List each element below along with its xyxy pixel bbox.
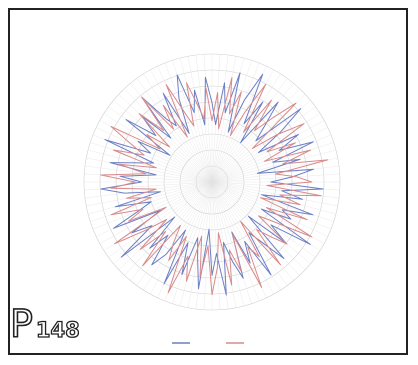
radar-spoke bbox=[179, 181, 213, 307]
radar-spoke bbox=[136, 181, 213, 286]
radar-spoke bbox=[211, 181, 337, 215]
radar-spoke bbox=[211, 100, 311, 183]
radar-spoke bbox=[179, 57, 213, 183]
radar-spoke bbox=[211, 62, 260, 183]
radar-spoke bbox=[211, 181, 338, 207]
radar-spoke bbox=[124, 88, 213, 183]
radar-spoke bbox=[86, 181, 213, 207]
radar-spoke bbox=[118, 94, 213, 183]
radar-spoke bbox=[150, 181, 213, 295]
radar-spoke bbox=[187, 181, 213, 308]
radar-spoke bbox=[211, 157, 338, 183]
radar-spoke bbox=[211, 181, 328, 237]
radar-spoke bbox=[92, 134, 213, 183]
radar-spoke bbox=[164, 62, 213, 183]
radar-spoke bbox=[211, 181, 252, 304]
radar-spoke bbox=[211, 181, 311, 264]
radar-spoke bbox=[211, 181, 221, 310]
radar-spoke bbox=[211, 181, 245, 307]
radar-spoke bbox=[211, 181, 321, 251]
radar-spokes bbox=[84, 54, 340, 310]
radar-spoke bbox=[211, 181, 306, 270]
radar-spoke bbox=[143, 73, 213, 183]
radar-spoke bbox=[211, 181, 267, 298]
radar-spoke bbox=[92, 181, 213, 230]
radar-spoke bbox=[124, 181, 213, 276]
radar-spoke bbox=[86, 157, 213, 183]
radar-spoke bbox=[211, 83, 294, 183]
radar-spoke bbox=[211, 181, 260, 302]
radar-spoke bbox=[136, 78, 213, 183]
radar-spoke bbox=[150, 69, 213, 183]
radar-spoke bbox=[211, 54, 229, 183]
radar-spoke bbox=[211, 173, 340, 183]
radar-spoke bbox=[187, 56, 213, 183]
radar-spoke bbox=[84, 165, 213, 183]
radar-spoke bbox=[211, 181, 316, 258]
series-line-a bbox=[100, 72, 324, 296]
radar-spoke bbox=[211, 66, 267, 183]
radar-spoke bbox=[211, 54, 221, 183]
radar-spoke bbox=[172, 181, 213, 304]
radar-spoke bbox=[211, 181, 332, 230]
radar-spoke bbox=[211, 127, 328, 183]
radar-spoke bbox=[164, 181, 213, 302]
radar-spoke bbox=[211, 78, 288, 183]
radar-spoke bbox=[87, 149, 213, 183]
radar-spoke bbox=[211, 88, 300, 183]
page-number: 148 bbox=[35, 317, 80, 342]
radar-spoke bbox=[172, 60, 213, 183]
radar-spoke bbox=[211, 106, 316, 183]
radar-spoke bbox=[113, 181, 213, 264]
radar-spoke bbox=[99, 120, 213, 183]
radar-spoke bbox=[211, 60, 252, 183]
radar-spoke bbox=[113, 100, 213, 183]
radar-spoke bbox=[211, 181, 300, 276]
radar-spoke bbox=[118, 181, 213, 270]
radar-spoke bbox=[211, 181, 274, 295]
radar-series bbox=[100, 72, 329, 296]
series-line-b bbox=[100, 77, 329, 296]
radar-spoke bbox=[96, 127, 213, 183]
radar-spoke bbox=[203, 54, 213, 183]
radar-spoke bbox=[84, 181, 213, 199]
radar-spoke bbox=[143, 181, 213, 291]
radar-spoke bbox=[108, 181, 213, 258]
radar-spoke bbox=[99, 181, 213, 244]
page-number-mark: P 148 bbox=[9, 302, 80, 346]
radar-spoke bbox=[211, 149, 337, 183]
radar-spoke bbox=[211, 73, 281, 183]
page-letter: P bbox=[9, 302, 34, 346]
radar-spoke bbox=[211, 181, 229, 310]
